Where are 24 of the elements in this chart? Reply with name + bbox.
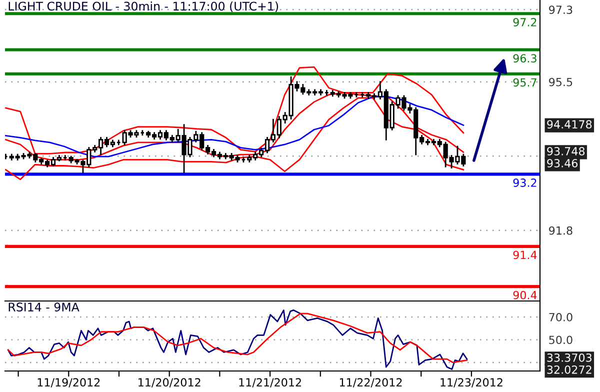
y-tick-label: 50.0 [549, 336, 572, 344]
ref-line-label: 93.2 [513, 178, 536, 187]
ref-line-label: 96.3 [513, 54, 536, 63]
y-tick-label: 91.8 [549, 226, 572, 235]
ref-line-label: 95.7 [513, 78, 536, 87]
x-tick-label: 11/23/2012 [440, 378, 502, 388]
x-tick-label: 11/22/2012 [340, 378, 402, 388]
x-tick-label: 11/20/2012 [138, 378, 200, 388]
ref-line-label: 91.4 [513, 250, 537, 260]
chart-title: RSI14 - 9MA [8, 302, 80, 312]
ref-line-label: 90.4 [513, 290, 537, 300]
y-tick-label: 95.5 [549, 78, 572, 86]
text: 94.4178 [547, 120, 592, 129]
text: 33.3703 [547, 353, 592, 362]
ref-line-label: 97.2 [513, 18, 536, 26]
x-tick-label: 11/21/2012 [239, 378, 301, 388]
text: 93.748 [547, 147, 585, 156]
line-series [7, 312, 468, 364]
text: 93.46 [547, 159, 578, 168]
y-tick-label: 97.3 [549, 6, 572, 14]
chart-title: LIGHT CRUDE OIL - 30min - 11:17:00 (UTC+1) [8, 2, 278, 12]
text: 32.0272 [547, 365, 592, 374]
y-tick-label: 70.0 [549, 312, 572, 322]
x-tick-label: 11/19/2012 [38, 378, 100, 388]
